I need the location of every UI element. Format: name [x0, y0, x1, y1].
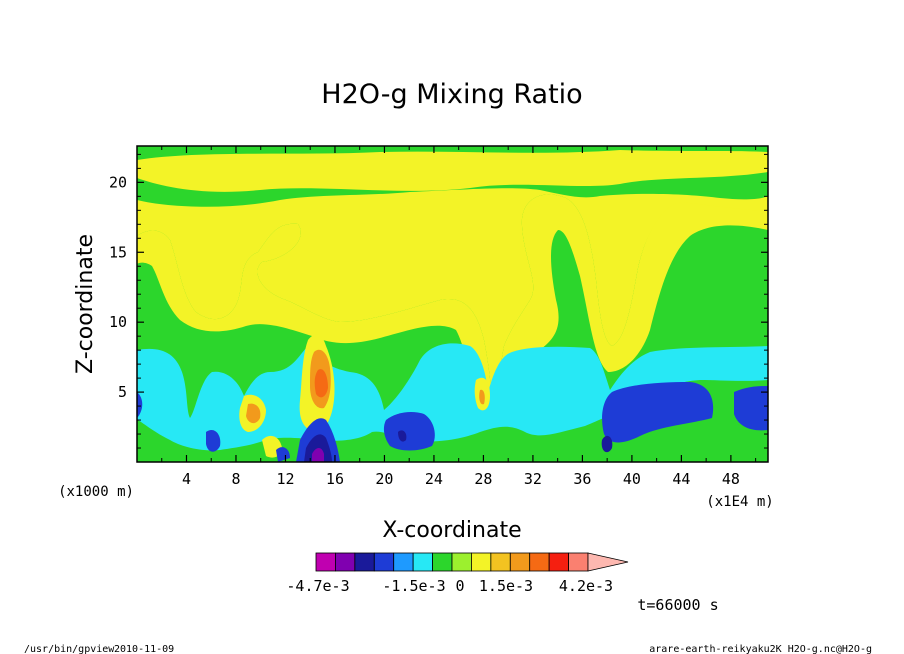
x-tick-label: 48	[722, 470, 740, 488]
x-tick-label: 12	[276, 470, 294, 488]
colorbar-tick-labels: -4.7e-3 -1.5e-3 0 1.5e-3 4.2e-3	[286, 577, 613, 595]
x-tick-label: 44	[672, 470, 690, 488]
colorbar-tick-label: 1.5e-3	[479, 577, 533, 595]
colorbar-swatch	[568, 552, 589, 572]
colorbar-swatch	[354, 552, 375, 572]
x-tick-label: 4	[182, 470, 191, 488]
x-axis-label: X-coordinate	[382, 518, 521, 543]
colorbar-tick-label: -1.5e-3	[382, 577, 445, 595]
colorbar-swatch	[412, 552, 433, 572]
colorbar-swatch	[548, 552, 569, 572]
x-tick-label: 36	[573, 470, 591, 488]
colorbar-swatch	[373, 552, 395, 572]
colorbar-swatch	[393, 552, 414, 572]
source-label: arare-earth-reikyaku2K_H2O-g.nc@H2O-g	[649, 644, 872, 654]
x-tick-label: 32	[524, 470, 542, 488]
contour-field	[137, 146, 768, 462]
x-unit-label: (x1000 m)	[58, 484, 134, 500]
colorbar-swatch	[315, 552, 336, 572]
colorbar-swatch	[432, 552, 453, 572]
x-axis-ticks: 4 8 12 16 20 24 28 32 36 40 44 48	[161, 146, 757, 488]
y-tick-label: 20	[109, 173, 127, 191]
y-tick-label: 15	[109, 243, 127, 261]
x-tick-label: 24	[425, 470, 443, 488]
colorbar-swatch	[451, 552, 472, 572]
colorbar-tick-label: 0	[455, 577, 464, 595]
plot-frame	[136, 145, 769, 463]
x-tick-label: 20	[375, 470, 393, 488]
x-tick-label: 16	[326, 470, 344, 488]
colorbar-arrow	[587, 552, 629, 572]
colorbar-swatch	[509, 552, 531, 572]
chart-title: H2O-g Mixing Ratio	[321, 79, 582, 110]
program-label: /usr/bin/gpview	[24, 644, 115, 654]
x-tick-label: 28	[474, 470, 492, 488]
date-label: 2010-11-09	[114, 644, 174, 654]
colorbar-tick-label: 4.2e-3	[559, 577, 613, 595]
x-scale-label: (x1E4 m)	[706, 494, 773, 510]
colorbar-swatch	[335, 552, 356, 572]
colorbar-swatch	[490, 552, 511, 572]
x-tick-label: 40	[623, 470, 641, 488]
colorbar-swatch	[471, 552, 492, 572]
y-axis-label: Z-coordinate	[73, 234, 98, 374]
time-label: t=66000 s	[637, 596, 718, 614]
y-tick-label: 10	[109, 313, 127, 331]
colorbar-swatch	[529, 552, 550, 572]
y-axis-ticks: 5 10 15 20	[109, 153, 768, 449]
colorbar-tick-label: -4.7e-3	[286, 577, 349, 595]
x-tick-label: 8	[231, 470, 240, 488]
colorbar	[315, 552, 629, 572]
y-tick-label: 5	[118, 383, 127, 401]
